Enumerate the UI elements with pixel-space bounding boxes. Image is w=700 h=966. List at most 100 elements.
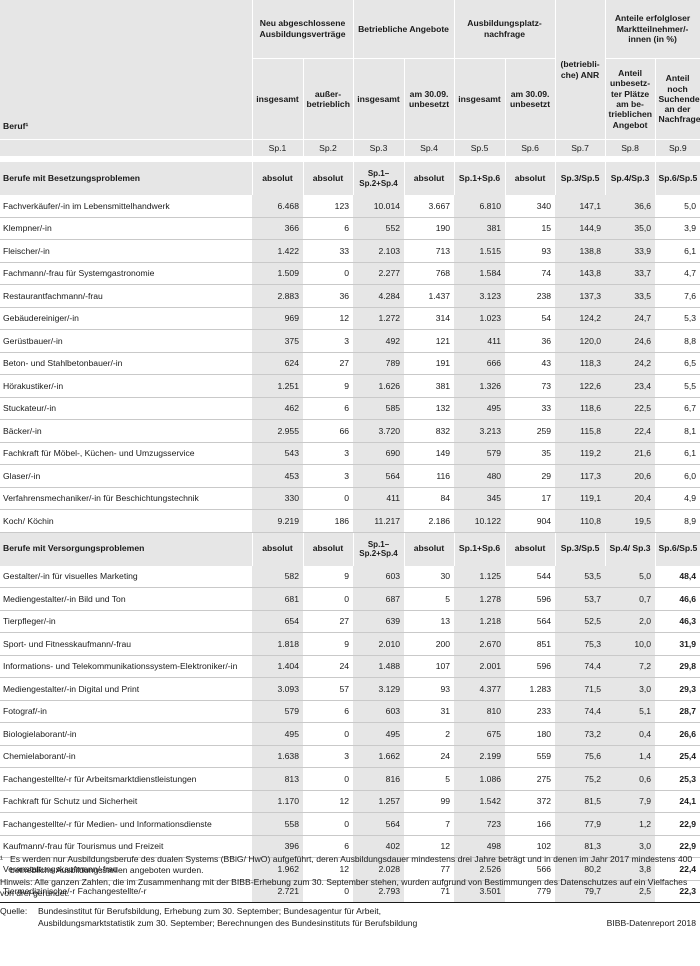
unit-label: Sp.4/Sp.3	[604, 162, 656, 195]
sp-label: Sp.3	[352, 139, 405, 156]
table-row: Fachkraft für Schutz und Sicherheit 1.170…	[0, 790, 700, 813]
cell-sp2: 3	[303, 464, 354, 488]
cell-sp2: 0	[303, 880, 354, 903]
unit-label: Sp.1–Sp.2+Sp.4	[352, 532, 405, 566]
cell-sp2: 66	[303, 419, 354, 443]
cell-sp9: 8,8	[655, 329, 700, 353]
cell-sp3: 603	[353, 700, 405, 723]
cell-sp5: 480	[454, 464, 506, 488]
cell-sp7: 71,5	[555, 677, 606, 701]
cell-sp7: 75,6	[555, 745, 606, 768]
cell-sp5: 1.086	[454, 767, 506, 791]
table-row: Tierpfleger/-in 654 27 639 13 1.218 564 52,5 2,0…	[0, 610, 700, 633]
cell-sp6: 275	[505, 767, 556, 791]
cell-sp9: 25,3	[655, 767, 700, 791]
cell-sp9: 22,3	[655, 880, 700, 903]
cell-sp9: 3,9	[655, 217, 700, 240]
cell-sp9: 26,6	[655, 722, 700, 746]
cell-sp5: 381	[454, 217, 506, 240]
cell-sp2: 3	[303, 442, 354, 465]
cell-sp9: 7,6	[655, 284, 700, 308]
cell-sp4: 13	[404, 610, 455, 633]
cell-sp8: 36,6	[605, 195, 656, 218]
cell-sp2: 33	[303, 239, 354, 263]
cell-sp7: 81,5	[555, 790, 606, 813]
cell-sp2: 0	[303, 722, 354, 746]
beruf-name: Koch/ Köchin	[0, 509, 252, 533]
cell-sp4: 24	[404, 745, 455, 768]
cell-sp7: 143,8	[555, 262, 606, 285]
cell-sp1: 396	[252, 835, 303, 858]
cell-sp2: 6	[303, 397, 354, 420]
cell-sp1: 1.962	[252, 857, 303, 881]
cell-sp1: 2.721	[252, 880, 303, 903]
cell-sp5: 1.278	[454, 587, 506, 611]
table-row: Kaufmann/-frau für Tourismus und Freizei…	[0, 835, 700, 858]
header-beruf: Beruf¹	[0, 0, 253, 140]
cell-sp3: 585	[353, 397, 405, 420]
cell-sp6: 340	[505, 195, 556, 218]
unit-label: absolut	[251, 162, 303, 195]
cell-sp4: 149	[404, 442, 455, 465]
cell-sp5: 495	[454, 397, 506, 420]
table-row: Veranstaltungskaufmann/-frau 1.962 12 2.028…	[0, 857, 700, 881]
cell-sp9: 24,1	[655, 790, 700, 813]
table-row: Fachverkäufer/-in im Lebensmittelhandwer…	[0, 195, 700, 218]
cell-sp8: 2,5	[605, 880, 656, 903]
cell-sp3: 639	[353, 610, 405, 633]
cell-sp5: 1.125	[454, 565, 506, 588]
cell-sp2: 6	[303, 835, 354, 858]
table-row: Chemielaborant/-in 1.638 3 1.662 24 2.199 559 7…	[0, 745, 700, 768]
cell-sp5: 2.670	[454, 632, 506, 656]
cell-sp1: 813	[252, 767, 303, 791]
cell-sp6: 596	[505, 655, 556, 678]
header-sp8: Anteil unbesetz-ter Plätze am be-triebli…	[604, 58, 656, 140]
cell-sp7: 118,6	[555, 397, 606, 420]
beruf-name: Glaser/-in	[0, 464, 252, 488]
cell-sp1: 1.251	[252, 374, 303, 398]
cell-sp3: 564	[353, 812, 405, 836]
cell-sp4: 12	[404, 835, 455, 858]
header-sp2: außer-betrieblich	[302, 58, 354, 140]
beruf-name: Hörakustiker/-in	[0, 374, 252, 398]
beruf-name: Fachkraft für Schutz und Sicherheit	[0, 790, 252, 813]
unit-label: Sp.3/Sp.5	[554, 532, 606, 566]
cell-sp5: 666	[454, 352, 506, 375]
cell-sp1: 6.468	[252, 195, 303, 218]
cell-sp3: 495	[353, 722, 405, 746]
cell-sp4: 116	[404, 464, 455, 488]
beruf-name: Veranstaltungskaufmann/-frau	[0, 857, 252, 881]
cell-sp3: 1.662	[353, 745, 405, 768]
cell-sp4: 5	[404, 587, 455, 611]
cell-sp5: 1.326	[454, 374, 506, 398]
sp-label: Sp.1	[251, 139, 303, 156]
cell-sp5: 3.501	[454, 880, 506, 903]
cell-sp1: 330	[252, 487, 303, 510]
table-row: Beton- und Stahlbetonbauer/-in 624 27 789 19…	[0, 352, 700, 375]
cell-sp9: 22,9	[655, 812, 700, 836]
beruf-name: Stuckateur/-in	[0, 397, 252, 420]
cell-sp8: 24,2	[605, 352, 656, 375]
cell-sp4: 77	[404, 857, 455, 881]
unit-label: absolut	[302, 532, 354, 566]
cell-sp3: 564	[353, 464, 405, 488]
cell-sp7: 75,3	[555, 632, 606, 656]
cell-sp6: 54	[505, 307, 556, 330]
cell-sp3: 2.793	[353, 880, 405, 903]
header-sp9: Anteil noch Suchender an der Nachfrage	[654, 58, 700, 140]
header-anr: (betriebli-che) ANR	[554, 0, 606, 140]
cell-sp8: 1,4	[605, 745, 656, 768]
cell-sp7: 119,1	[555, 487, 606, 510]
cell-sp7: 122,6	[555, 374, 606, 398]
source-block: Quelle: Bundesinstitut für Berufsbildung…	[0, 906, 700, 929]
cell-sp6: 596	[505, 587, 556, 611]
cell-sp1: 3.093	[252, 677, 303, 701]
hinweis-text: Hinweis: Alle ganzen Zahlen, die im Zusa…	[0, 876, 688, 899]
unit-label: Sp.1+Sp.6	[453, 162, 506, 195]
cell-sp6: 73	[505, 374, 556, 398]
cell-sp2: 3	[303, 745, 354, 768]
cell-sp2: 0	[303, 767, 354, 791]
cell-sp2: 0	[303, 587, 354, 611]
sp-label: Sp.9	[654, 139, 700, 156]
cell-sp2: 0	[303, 487, 354, 510]
